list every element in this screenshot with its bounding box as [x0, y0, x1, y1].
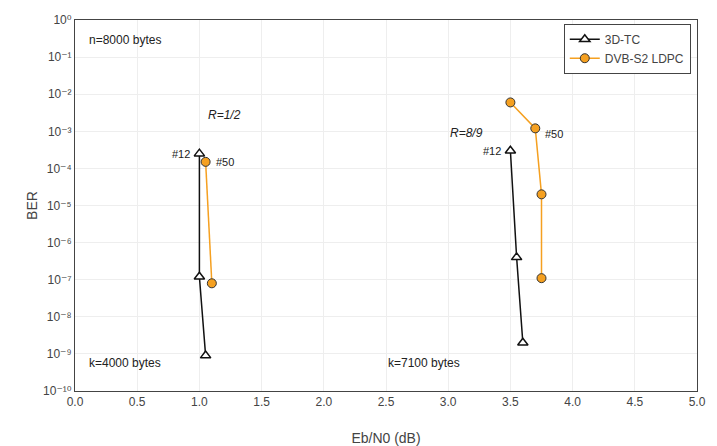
svg-text:3.0: 3.0: [440, 395, 457, 409]
svg-text:10⁻¹: 10⁻¹: [48, 50, 72, 64]
svg-text:R=1/2: R=1/2: [208, 108, 241, 122]
svg-text:#50: #50: [216, 156, 234, 168]
svg-text:0.5: 0.5: [129, 395, 146, 409]
svg-text:10⁻⁹: 10⁻⁹: [47, 347, 72, 361]
svg-text:10⁻⁶: 10⁻⁶: [47, 236, 72, 250]
svg-text:10⁻³: 10⁻³: [48, 125, 72, 139]
svg-text:#50: #50: [545, 128, 563, 140]
svg-text:BER: BER: [24, 191, 40, 220]
svg-text:1.5: 1.5: [253, 395, 270, 409]
svg-text:10⁻⁴: 10⁻⁴: [47, 162, 72, 176]
svg-text:2.0: 2.0: [315, 395, 332, 409]
svg-text:4.5: 4.5: [626, 395, 643, 409]
svg-text:3.5: 3.5: [502, 395, 519, 409]
svg-text:#12: #12: [483, 145, 501, 157]
svg-text:10⁻¹⁰: 10⁻¹⁰: [43, 384, 72, 398]
svg-text:n=8000 bytes: n=8000 bytes: [89, 33, 161, 47]
svg-text:#12: #12: [172, 148, 190, 160]
svg-text:0.0: 0.0: [67, 395, 84, 409]
svg-text:R=8/9: R=8/9: [450, 126, 483, 140]
svg-text:5.0: 5.0: [689, 395, 706, 409]
svg-text:10⁻²: 10⁻²: [48, 87, 72, 101]
svg-text:k=7100 bytes: k=7100 bytes: [388, 356, 460, 370]
svg-text:3D-TC: 3D-TC: [605, 33, 641, 47]
svg-text:Eb/N0 (dB): Eb/N0 (dB): [351, 430, 420, 446]
svg-text:4.0: 4.0: [564, 395, 581, 409]
svg-text:k=4000 bytes: k=4000 bytes: [89, 356, 161, 370]
svg-text:1.0: 1.0: [191, 395, 208, 409]
svg-text:10⁻⁷: 10⁻⁷: [48, 273, 72, 287]
svg-text:10⁻⁸: 10⁻⁸: [47, 310, 72, 324]
svg-text:2.5: 2.5: [378, 395, 395, 409]
svg-text:10⁻⁵: 10⁻⁵: [47, 199, 72, 213]
svg-text:10⁰: 10⁰: [53, 13, 71, 27]
svg-text:DVB-S2 LDPC: DVB-S2 LDPC: [605, 52, 684, 66]
